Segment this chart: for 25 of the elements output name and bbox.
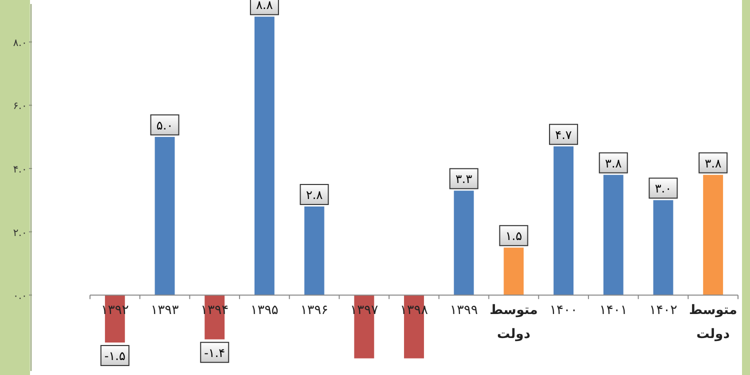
- data-label: ۳.۰: [654, 182, 672, 196]
- data-label: ۲.۸: [306, 188, 324, 202]
- x-tick-label: متوسط دولت: [688, 303, 738, 342]
- y-tick-label: ۸.۰: [13, 38, 27, 49]
- x-tick-label: ۱۳۹۳: [150, 303, 179, 318]
- data-label: ۳.۸: [704, 156, 722, 170]
- y-tick-label: ۴.۰: [13, 164, 27, 176]
- data-label: ۵.۰: [156, 118, 174, 132]
- x-tick-label: ۱۴۰۱: [599, 303, 628, 318]
- x-tick-label: ۱۳۹۹: [450, 303, 478, 318]
- data-label: -۱.۵: [104, 349, 126, 364]
- data-label: ۸.۸: [256, 0, 274, 12]
- x-tick-label: متوسط دولت: [490, 303, 538, 342]
- x-tick-label: ۱۳۹۶: [300, 303, 328, 318]
- data-label: ۴.۷: [555, 128, 572, 142]
- y-tick-label: ۰.۰: [13, 291, 27, 302]
- y-tick-label: ۶.۰: [13, 101, 27, 112]
- data-label: ۳.۸: [605, 156, 622, 170]
- x-tick-label: ۱۴۰۲: [649, 303, 678, 318]
- x-tick-label: ۱۳۹۵: [250, 303, 278, 318]
- x-tick-label: ۱۴۰۰: [550, 303, 578, 318]
- data-label: ۱.۵: [505, 229, 522, 244]
- data-label: -۱.۴: [204, 346, 226, 360]
- y-tick-label: ۲.۰: [13, 228, 27, 239]
- data-label: ۳.۳: [455, 172, 473, 186]
